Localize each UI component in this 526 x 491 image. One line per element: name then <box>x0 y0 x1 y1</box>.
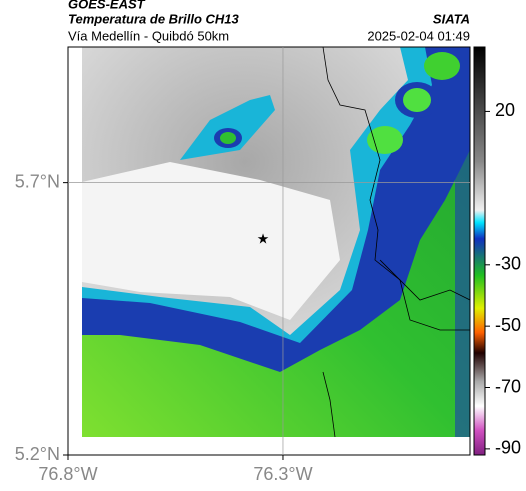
x-tick-label: 76.8°W <box>38 464 97 484</box>
colorbar <box>473 46 486 456</box>
colorbar-tick-label: 20 <box>495 100 515 120</box>
y-tick-label: 5.7°N <box>15 171 60 191</box>
y-tick-label: 5.2°N <box>15 444 60 464</box>
map-frame <box>67 46 471 456</box>
x-tick-label: 76.3°W <box>253 464 312 484</box>
datetime: 2025-02-04 01:49 <box>367 28 470 43</box>
source: SIATA <box>433 11 470 26</box>
title: GOES-EAST <box>68 0 146 11</box>
colorbar-tick-label: -50 <box>495 315 521 335</box>
colorbar-tick-label: -30 <box>495 254 521 274</box>
region: Vía Medellín - Quibdó 50km <box>68 28 229 43</box>
city-marker: ★ <box>257 231 270 247</box>
colorbar-tick-label: -90 <box>495 438 521 458</box>
subtitle: Temperatura de Brillo CH13 <box>68 11 240 26</box>
satellite-image <box>82 47 470 437</box>
colorbar-tick-label: -70 <box>495 376 521 396</box>
